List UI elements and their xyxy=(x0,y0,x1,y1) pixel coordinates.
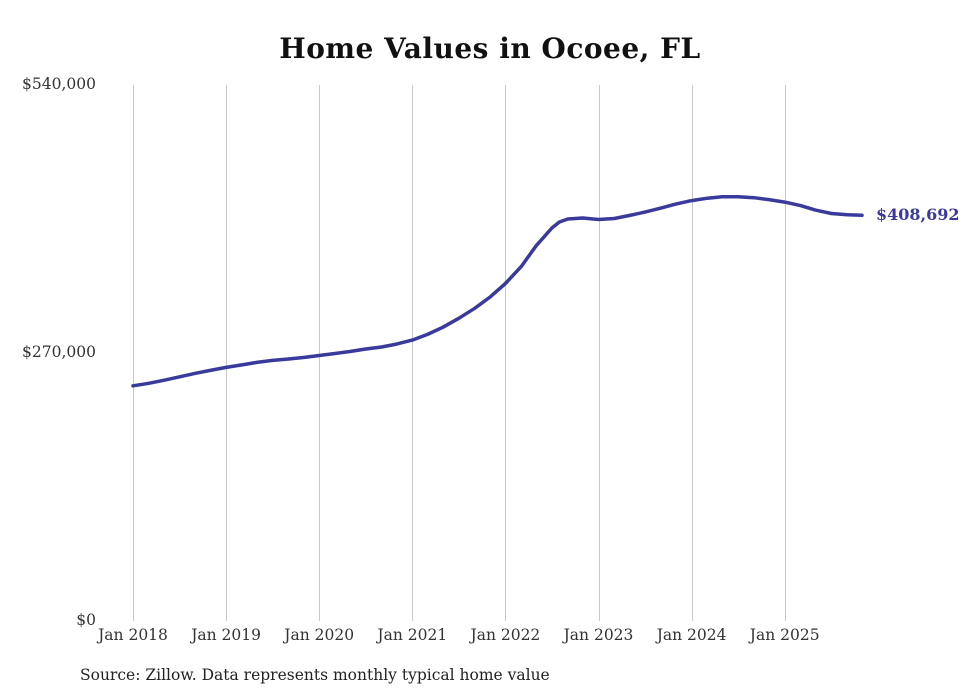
gridline xyxy=(691,85,693,621)
y-tick-label: $540,000 xyxy=(22,75,96,93)
x-tick-label: Jan 2021 xyxy=(377,626,448,644)
gridline xyxy=(412,85,414,621)
gridline xyxy=(319,85,321,621)
gridline xyxy=(598,85,600,621)
home-value-line xyxy=(131,194,864,388)
current-value-label: $408,692 xyxy=(876,205,960,225)
y-tick-label: $270,000 xyxy=(22,343,96,361)
x-tick-label: Jan 2024 xyxy=(656,626,727,644)
gridline xyxy=(133,85,134,621)
gridline xyxy=(784,85,786,621)
x-tick-label: Jan 2019 xyxy=(191,626,261,644)
gridline xyxy=(505,85,507,621)
gridline xyxy=(226,85,228,621)
x-tick-label: Jan 2022 xyxy=(470,626,541,644)
x-tick-label: Jan 2020 xyxy=(284,626,355,644)
chart-title: Home Values in Ocoee, FL xyxy=(279,32,701,65)
x-tick-label: Jan 2018 xyxy=(98,626,168,644)
y-tick-label: $0 xyxy=(76,611,96,629)
x-tick-label: Jan 2023 xyxy=(563,626,634,644)
x-tick-label: Jan 2025 xyxy=(749,626,820,644)
source-note: Source: Zillow. Data represents monthly … xyxy=(80,666,550,684)
